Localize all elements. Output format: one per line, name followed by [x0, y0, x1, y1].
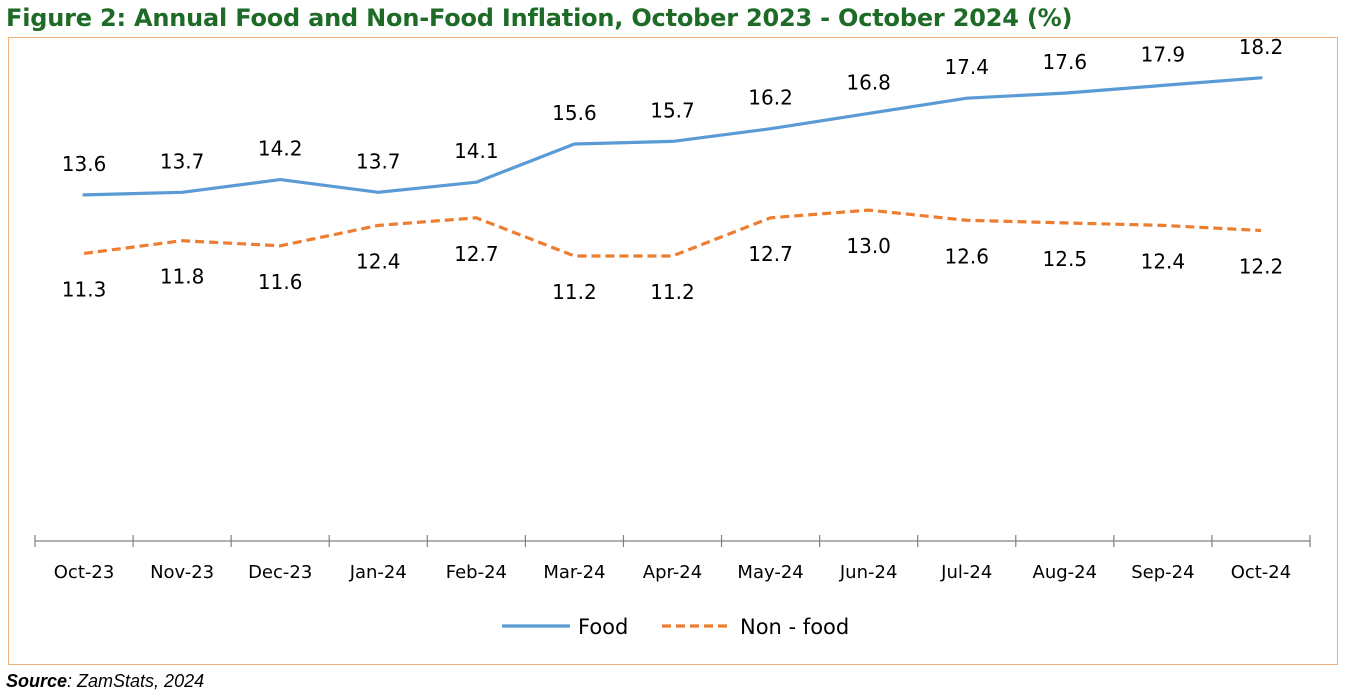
x-tick-label: Jan-24: [349, 562, 407, 583]
x-tick-label: Jun-24: [839, 562, 898, 583]
x-tick-label: Sep-24: [1131, 562, 1194, 583]
food-data-label: 18.2: [1239, 35, 1284, 59]
non-food-data-label: 12.4: [1141, 249, 1186, 273]
food-data-label: 15.6: [552, 101, 597, 125]
non-food-data-label: 12.4: [356, 249, 401, 273]
food-data-label: 13.6: [62, 152, 107, 176]
legend-non-food-label: Non - food: [740, 615, 849, 639]
source-text: : ZamStats, 2024: [67, 671, 205, 691]
x-tick-label: Oct-23: [54, 562, 115, 583]
non-food-series-line: [83, 208, 1262, 258]
non-food-data-label: 11.3: [62, 277, 107, 301]
food-data-label: 17.4: [944, 55, 989, 79]
non-food-data-label: 12.7: [748, 242, 793, 266]
non-food-data-label: 11.8: [160, 265, 205, 289]
data-labels: 13.6 13.7 14.2 13.7 14.1 15.6 15.7 16.2 16.8 17.4…: [62, 35, 1283, 304]
x-tick-label: Aug-24: [1033, 562, 1098, 583]
food-data-label: 17.6: [1043, 50, 1088, 74]
non-food-data-label: 12.7: [454, 242, 499, 266]
series-lines: [82, 76, 1263, 258]
x-tick-label: Jul-24: [940, 562, 992, 583]
legend: Food Non - food: [502, 615, 849, 639]
x-tick-label: Apr-24: [643, 562, 702, 583]
food-data-label: 17.9: [1141, 42, 1186, 66]
x-axis: Oct-23 Nov-23 Dec-23 Jan-24 Feb-24 Mar-24 Apr-…: [34, 535, 1311, 583]
food-data-label: 13.7: [160, 149, 205, 173]
x-tick-label: Feb-24: [446, 562, 507, 583]
non-food-data-label: 12.6: [944, 244, 989, 268]
x-tick-label: Dec-23: [248, 562, 312, 583]
non-food-data-label: 11.6: [258, 270, 303, 294]
non-food-data-label: 12.2: [1239, 255, 1284, 279]
food-data-label: 15.7: [650, 98, 695, 122]
food-series-line: [82, 76, 1263, 197]
food-data-label: 16.2: [748, 86, 793, 110]
legend-food: Food: [502, 615, 628, 639]
non-food-data-label: 12.5: [1043, 247, 1088, 271]
non-food-data-label: 11.2: [552, 280, 597, 304]
source-note: Source: ZamStats, 2024: [6, 671, 204, 692]
food-data-label: 13.7: [356, 149, 401, 173]
food-data-label: 14.1: [454, 139, 499, 163]
food-data-label: 14.2: [258, 137, 303, 161]
x-tick-label: Oct-24: [1231, 562, 1292, 583]
non-food-data-label: 13.0: [846, 234, 891, 258]
food-data-label: 16.8: [846, 70, 891, 94]
source-label: Source: [6, 671, 68, 691]
chart-frame: [8, 37, 1338, 665]
x-tick-label: May-24: [737, 562, 803, 583]
legend-non-food: Non - food: [662, 615, 849, 639]
legend-food-label: Food: [578, 615, 628, 639]
x-tick-label: Mar-24: [543, 562, 605, 583]
figure-title: Figure 2: Annual Food and Non-Food Infla…: [6, 4, 1073, 32]
x-tick-label: Nov-23: [150, 562, 214, 583]
non-food-data-label: 11.2: [650, 280, 695, 304]
